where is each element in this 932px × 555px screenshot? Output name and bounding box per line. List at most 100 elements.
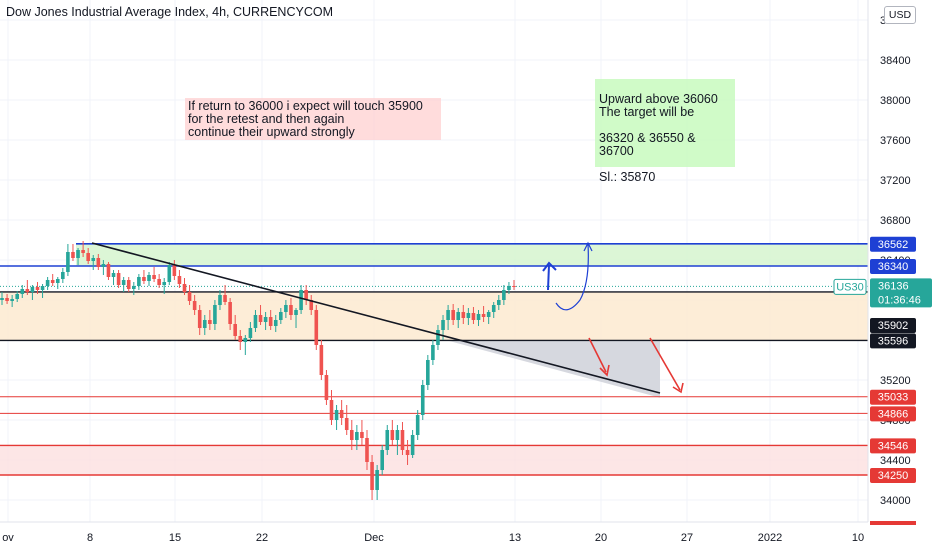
x-tick-label: 13 — [509, 532, 521, 544]
candle-body — [370, 462, 374, 490]
candle-body — [395, 430, 400, 440]
candle-body — [365, 438, 369, 462]
y-tick-label: 36800 — [880, 215, 911, 227]
candle-body — [299, 290, 303, 310]
candle-body — [238, 336, 243, 342]
resistance-zone — [76, 243, 868, 266]
x-tick-label: 10 — [852, 532, 864, 544]
candle-body — [30, 287, 35, 292]
candle-body — [314, 310, 319, 345]
candle-body — [45, 280, 50, 286]
price-levels — [0, 243, 868, 476]
candle-body — [258, 315, 263, 322]
y-tick-label: 38400 — [880, 55, 911, 67]
y-tick-label: 35200 — [880, 375, 911, 387]
candle-body — [182, 284, 187, 292]
candle-body — [273, 320, 278, 326]
candle-body — [106, 264, 111, 277]
candle-body — [5, 298, 9, 301]
currency-badge[interactable]: USD — [884, 6, 916, 24]
x-tick-label: Dec — [364, 532, 384, 544]
price-tag-bg — [870, 259, 916, 274]
candle-body — [91, 258, 96, 261]
annotation-target-text: Upward above 36060 The target will be 36… — [599, 92, 718, 184]
candle-body — [116, 273, 121, 285]
blue-curve-arrowhead — [583, 241, 593, 252]
candle-body — [81, 250, 85, 253]
candle-body — [172, 265, 177, 276]
candle-body — [228, 302, 232, 324]
candle-body — [66, 252, 70, 272]
y-tick-label: 34000 — [880, 495, 911, 507]
candle-body — [142, 277, 146, 281]
candle-body — [502, 290, 506, 300]
candle-body — [279, 312, 283, 320]
x-tick-label: 22 — [256, 532, 268, 544]
candle-body — [329, 400, 334, 420]
candle-body — [496, 300, 501, 305]
candle-body — [471, 313, 476, 320]
candle-body — [334, 410, 339, 420]
candle-body — [289, 305, 293, 315]
candle-body — [339, 410, 344, 418]
candle-body — [233, 324, 237, 336]
candle-body — [121, 280, 126, 285]
red-arrowhead-2 — [672, 382, 684, 394]
y-tick-label: 34400 — [880, 455, 911, 467]
candle-body — [355, 432, 359, 440]
candles — [0, 241, 516, 500]
blue-arrow-up — [547, 264, 550, 291]
candle-body — [268, 317, 273, 326]
projection-area — [447, 340, 660, 398]
price-tag-34546: 34546 — [878, 440, 909, 452]
candle-body — [441, 320, 445, 330]
candle-body — [132, 286, 136, 289]
x-tick-label: 27 — [681, 532, 693, 544]
candle-body — [344, 418, 349, 430]
candle-body — [253, 315, 258, 328]
annotation-retest-note[interactable]: If return to 36000 i expect will touch 3… — [185, 98, 441, 140]
price-tag-35596: 35596 — [878, 335, 909, 347]
support-zone — [0, 291, 868, 341]
candle-body — [385, 430, 390, 450]
candle-body — [76, 250, 80, 258]
candle-body — [294, 310, 298, 315]
price-tag-bg — [870, 236, 916, 252]
candle-body — [284, 305, 288, 312]
candle-body — [324, 375, 329, 400]
candle-body — [319, 345, 324, 375]
price-tag-bg — [870, 438, 916, 454]
candle-body — [466, 313, 471, 318]
candle-body — [218, 295, 222, 305]
candle-body — [55, 279, 60, 283]
candle-body — [415, 415, 420, 435]
candle-body — [126, 280, 131, 289]
candle-body — [507, 286, 511, 290]
candle-body — [420, 385, 425, 415]
candle-body — [25, 289, 30, 292]
candle-body — [243, 338, 248, 342]
blue-arrowhead — [542, 261, 557, 272]
candle-body — [304, 290, 308, 300]
candle-body — [405, 450, 410, 455]
candle-body — [192, 301, 197, 310]
x-tick-label: ov — [2, 532, 14, 544]
candle-body — [461, 312, 466, 318]
candle-body — [481, 314, 486, 317]
price-tag-34250: 34250 — [878, 470, 909, 482]
y-tick-label: 37600 — [880, 135, 911, 147]
candle-body — [208, 320, 212, 324]
candle-body — [96, 258, 101, 267]
price-tag-36562: 36562 — [878, 239, 909, 251]
time-axis: ov 8 15 22 Dec 13 20 27 2022 10 — [0, 521, 868, 544]
annotation-target-note[interactable]: Upward above 36060 The target will be 36… — [595, 79, 735, 184]
countdown-value: 01:36:46 — [878, 294, 921, 306]
zones — [0, 243, 868, 475]
candle-body — [491, 305, 496, 312]
x-tick-label: 20 — [595, 532, 607, 544]
candle-body — [309, 300, 314, 310]
candle-body — [177, 276, 182, 284]
candle-body — [446, 310, 450, 320]
